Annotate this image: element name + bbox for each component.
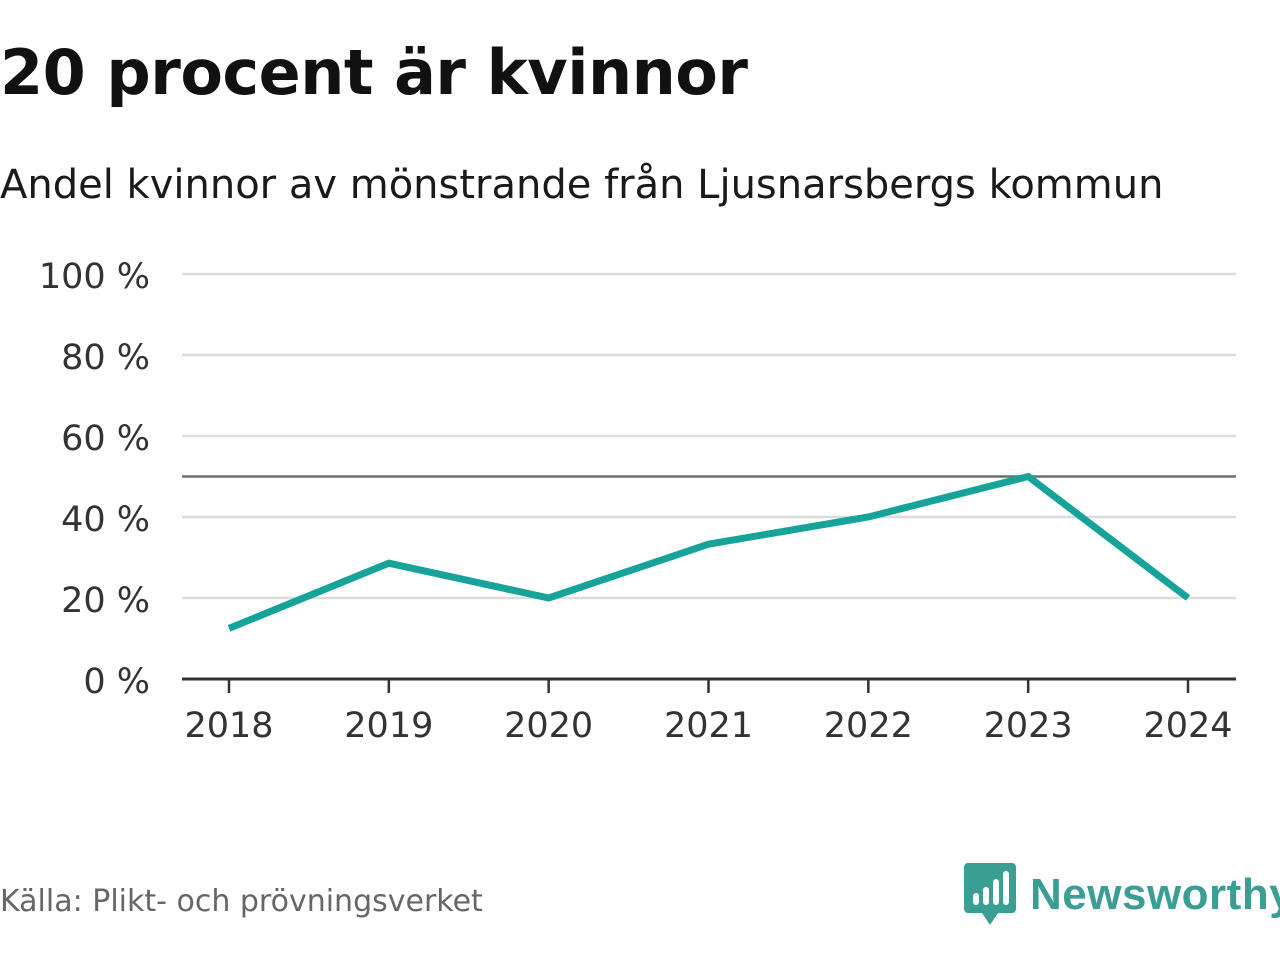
y-tick-label: 80 %: [61, 338, 150, 378]
source-note: Källa: Plikt- och prövningsverket: [0, 884, 483, 919]
y-tick-label: 100 %: [39, 257, 150, 297]
axes: 0 % 20 % 40 % 60 % 80 % 100 % 2018 2019 2020 2021…: [39, 257, 1236, 746]
x-tick-label: 2023: [984, 706, 1073, 746]
x-tick-label: 2024: [1143, 706, 1232, 746]
gridlines: [182, 272, 1236, 600]
y-tick-label: 60 %: [61, 419, 150, 459]
x-tick-label: 2018: [184, 706, 273, 746]
x-tick-label: 2021: [664, 706, 753, 746]
x-tick-label: 2022: [824, 706, 913, 746]
brand-logo: Newsworthy: [964, 862, 1280, 928]
y-tick-label: 0 %: [83, 662, 150, 702]
y-tick-label: 40 %: [61, 500, 150, 540]
chart-subtitle: Andel kvinnor av mönstrande från Ljusnar…: [0, 162, 1164, 208]
bar-chart-speech-icon: [964, 863, 1016, 925]
brand-name: Newsworthy: [1030, 870, 1280, 919]
chart-title: 20 procent är kvinnor: [0, 36, 748, 109]
series-line-0: [227, 472, 1191, 632]
y-tick-label: 20 %: [61, 581, 150, 621]
x-tick-label: 2019: [344, 706, 433, 746]
x-tick-label: 2020: [504, 706, 593, 746]
series-group: [227, 472, 1191, 632]
